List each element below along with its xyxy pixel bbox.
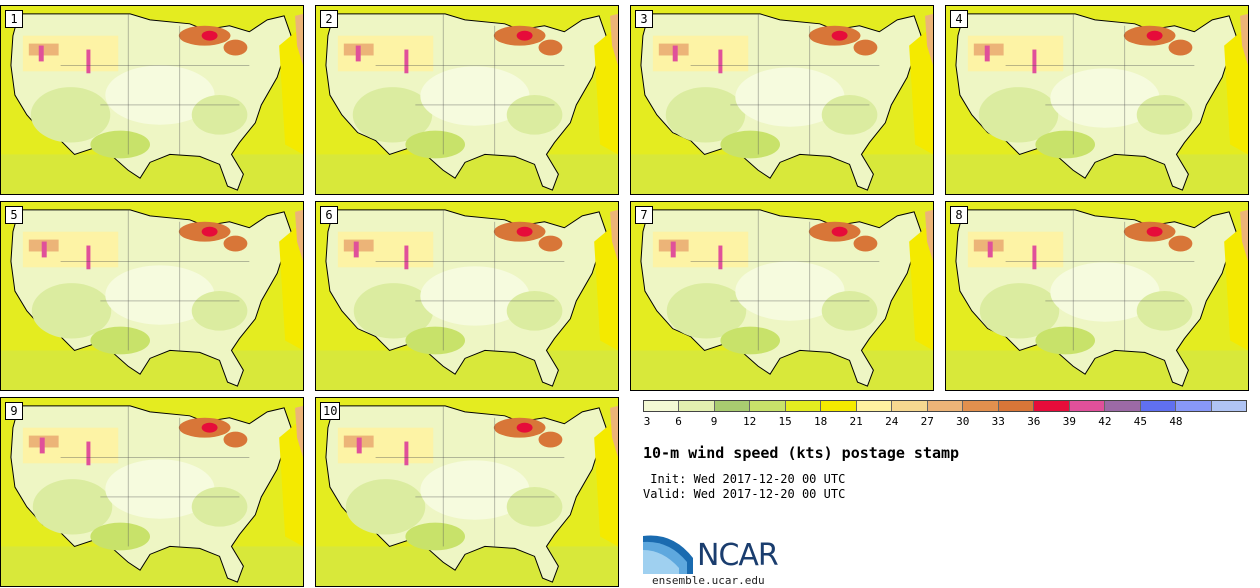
colorbar-swatch [1211, 401, 1246, 411]
member-label: 1 [5, 10, 23, 28]
wind-speed-map [631, 202, 933, 390]
wind-speed-map [1, 398, 303, 586]
member-panel: 3 [630, 5, 934, 195]
colorbar-swatch [785, 401, 822, 411]
member-panel: 1 [0, 5, 304, 195]
member-panel: 6 [315, 201, 619, 391]
member-label: 9 [5, 402, 23, 420]
colorbar-swatch [1105, 401, 1141, 411]
member-panel: 5 [0, 201, 304, 391]
member-label: 6 [320, 206, 338, 224]
member-label: 10 [320, 402, 341, 420]
colorbar-tick-label: 42 [1098, 415, 1112, 428]
colorbar-tick-label: 15 [778, 415, 792, 428]
member-label: 8 [950, 206, 968, 224]
colorbar-swatch [714, 401, 751, 411]
time-info: Init: Wed 2017-12-20 00 UTC Valid: Wed 20… [643, 472, 845, 502]
colorbar-swatch [998, 401, 1035, 411]
colorbar-swatch [679, 401, 715, 411]
colorbar-tick-label: 27 [920, 415, 934, 428]
colorbar [643, 400, 1247, 412]
site-url: ensemble.ucar.edu [652, 574, 765, 587]
valid-time: Valid: Wed 2017-12-20 00 UTC [643, 487, 846, 501]
colorbar-tick-label: 6 [675, 415, 682, 428]
colorbar-tick-label: 24 [885, 415, 899, 428]
colorbar-tick-label: 45 [1133, 415, 1148, 428]
colorbar-swatch [927, 401, 964, 411]
wind-speed-map [316, 398, 618, 586]
wind-speed-map [631, 6, 933, 194]
wind-speed-map [316, 202, 618, 390]
member-label: 4 [950, 10, 968, 28]
wind-speed-map [946, 6, 1248, 194]
member-panel: 2 [315, 5, 619, 195]
colorbar-tick-label: 3 [643, 415, 651, 428]
wind-speed-map [1, 6, 303, 194]
colorbar-swatch [1069, 401, 1106, 411]
colorbar-swatch [644, 401, 680, 411]
member-panel: 7 [630, 201, 934, 391]
member-panel: 4 [945, 5, 1249, 195]
map-title: 10-m wind speed (kts) postage stamp [643, 444, 960, 462]
logo-text: NCAR [697, 538, 779, 573]
colorbar-swatch [892, 401, 928, 411]
colorbar-swatch [1176, 401, 1212, 411]
colorbar-tick-label: 48 [1169, 415, 1183, 428]
wind-speed-map [316, 6, 618, 194]
colorbar-swatch [1140, 401, 1177, 411]
colorbar-tick-label: 39 [1062, 415, 1076, 428]
colorbar-swatch [963, 401, 999, 411]
colorbar-ticks: 3 6 9 12 15 18 21 24 27 30 33 36 39 42 45 48 [643, 415, 1247, 429]
colorbar-tick-label: 30 [956, 415, 970, 428]
colorbar-tick-label: 9 [710, 415, 718, 428]
colorbar-swatch [750, 401, 786, 411]
colorbar-tick-label: 36 [1027, 415, 1041, 428]
colorbar-swatch [821, 401, 857, 411]
member-panel: 9 [0, 397, 304, 587]
ncar-logo-icon [643, 535, 693, 574]
wind-speed-map [1, 202, 303, 390]
colorbar-tick-label: 12 [742, 415, 757, 428]
colorbar-swatch [1034, 401, 1070, 411]
member-label: 7 [635, 206, 653, 224]
member-panel: 10 [315, 397, 619, 587]
init-time: Init: Wed 2017-12-20 00 UTC [643, 472, 846, 486]
member-label: 2 [320, 10, 338, 28]
colorbar-tick-label: 33 [991, 415, 1005, 428]
colorbar-swatch [856, 401, 893, 411]
colorbar-tick-label: 18 [814, 415, 828, 428]
member-label: 5 [5, 206, 23, 224]
colorbar-tick-label: 21 [849, 415, 863, 428]
member-panel: 8 [945, 201, 1249, 391]
wind-speed-map [946, 202, 1248, 390]
member-label: 3 [635, 10, 653, 28]
